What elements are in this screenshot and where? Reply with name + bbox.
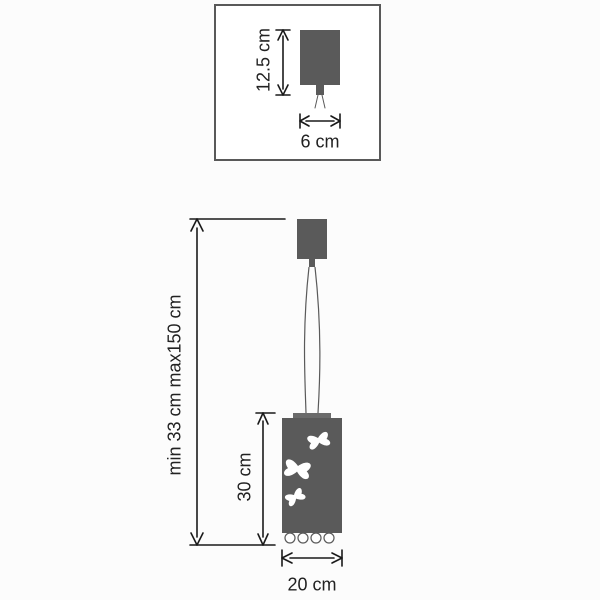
overall-height-label: min 33 cm max150 cm (165, 294, 186, 475)
shade-height-label: 30 cm (235, 452, 256, 501)
top-width-label: 6 cm (300, 132, 339, 153)
bottom-width-label: 20 cm (287, 575, 336, 596)
diagram-canvas (0, 0, 600, 600)
top-height-label: 12.5 cm (254, 28, 275, 92)
